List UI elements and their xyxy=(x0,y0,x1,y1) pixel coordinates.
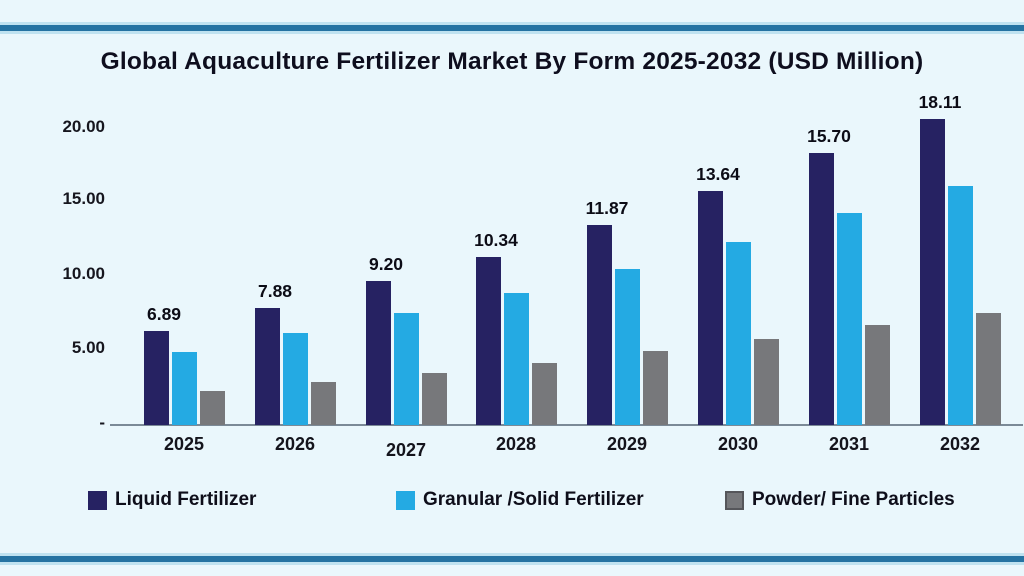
bar-value-label: 13.64 xyxy=(696,164,740,184)
y-axis-tick-label: 10.00 xyxy=(62,264,105,283)
bar-liquid-2031 xyxy=(809,153,834,425)
legend-label: Liquid Fertilizer xyxy=(115,489,257,510)
y-axis-tick-label: - xyxy=(99,413,105,432)
bar-value-label: 6.89 xyxy=(146,304,182,324)
bar-powder/-2031 xyxy=(865,325,890,425)
bottom-divider-rule xyxy=(0,556,1024,562)
legend-swatch-icon xyxy=(88,490,107,510)
bar-liquid-2028 xyxy=(476,257,501,425)
bar-liquid-2027 xyxy=(366,281,391,425)
top-divider-rule xyxy=(0,25,1024,31)
y-axis-tick-label: 20.00 xyxy=(62,117,105,136)
legend-swatch-icon xyxy=(396,490,415,510)
bar-granular-2029 xyxy=(615,269,640,425)
bar-granular-2031 xyxy=(837,213,862,425)
bar-value-label: 10.34 xyxy=(474,230,518,250)
bar-granular-2030 xyxy=(726,242,751,425)
x-axis-label-2025: 2025 xyxy=(163,434,205,454)
x-axis-label-2031: 2031 xyxy=(828,434,870,454)
bar-powder/-2027 xyxy=(422,373,447,425)
bar-powder/-2026 xyxy=(311,382,336,425)
bar-powder/-2029 xyxy=(643,351,668,425)
legend-swatch-icon xyxy=(725,490,744,510)
bar-granular-2025 xyxy=(172,352,197,425)
y-axis-tick-label: 15.00 xyxy=(62,189,105,208)
bar-granular-2027 xyxy=(394,313,419,425)
bar-value-label: 7.88 xyxy=(257,281,293,301)
bar-powder/-2030 xyxy=(754,339,779,425)
bar-value-label: 15.70 xyxy=(807,126,851,146)
x-axis-label-2028: 2028 xyxy=(495,434,537,454)
chart-title: Global Aquaculture Fertilizer Market By … xyxy=(100,48,924,75)
legend-label: Granular /Solid Fertilizer xyxy=(423,489,644,510)
bar-liquid-2030 xyxy=(698,191,723,425)
x-axis-label-2030: 2030 xyxy=(717,434,759,454)
x-axis-label-2026: 2026 xyxy=(274,434,316,454)
bar-granular-2028 xyxy=(504,293,529,425)
bar-value-label: 18.11 xyxy=(918,92,962,112)
bar-powder/-2025 xyxy=(200,391,225,425)
bar-granular-2026 xyxy=(283,333,308,425)
legend-item-liquid: Liquid Fertilizer xyxy=(88,489,256,511)
legend-label: Powder/ Fine Particles xyxy=(752,489,955,510)
x-axis-label-2027: 2027 xyxy=(385,440,427,460)
x-axis-line xyxy=(110,424,1023,426)
bar-powder/-2028 xyxy=(532,363,557,425)
bar-liquid-2029 xyxy=(587,225,612,425)
legend-item-powder: Powder/ Fine Particles xyxy=(725,489,955,511)
x-axis-label-2032: 2032 xyxy=(939,434,981,454)
bar-value-label: 9.20 xyxy=(368,254,404,274)
bar-liquid-2026 xyxy=(255,308,280,425)
x-axis-label-2029: 2029 xyxy=(606,434,648,454)
bar-liquid-2032 xyxy=(920,119,945,425)
legend-item-granular: Granular /Solid Fertilizer xyxy=(396,489,644,511)
bar-value-label: 11.87 xyxy=(585,198,629,218)
bar-granular-2032 xyxy=(948,186,973,425)
y-axis-tick-label: 5.00 xyxy=(71,338,105,357)
bar-liquid-2025 xyxy=(144,331,169,425)
bar-powder/-2032 xyxy=(976,313,1001,425)
